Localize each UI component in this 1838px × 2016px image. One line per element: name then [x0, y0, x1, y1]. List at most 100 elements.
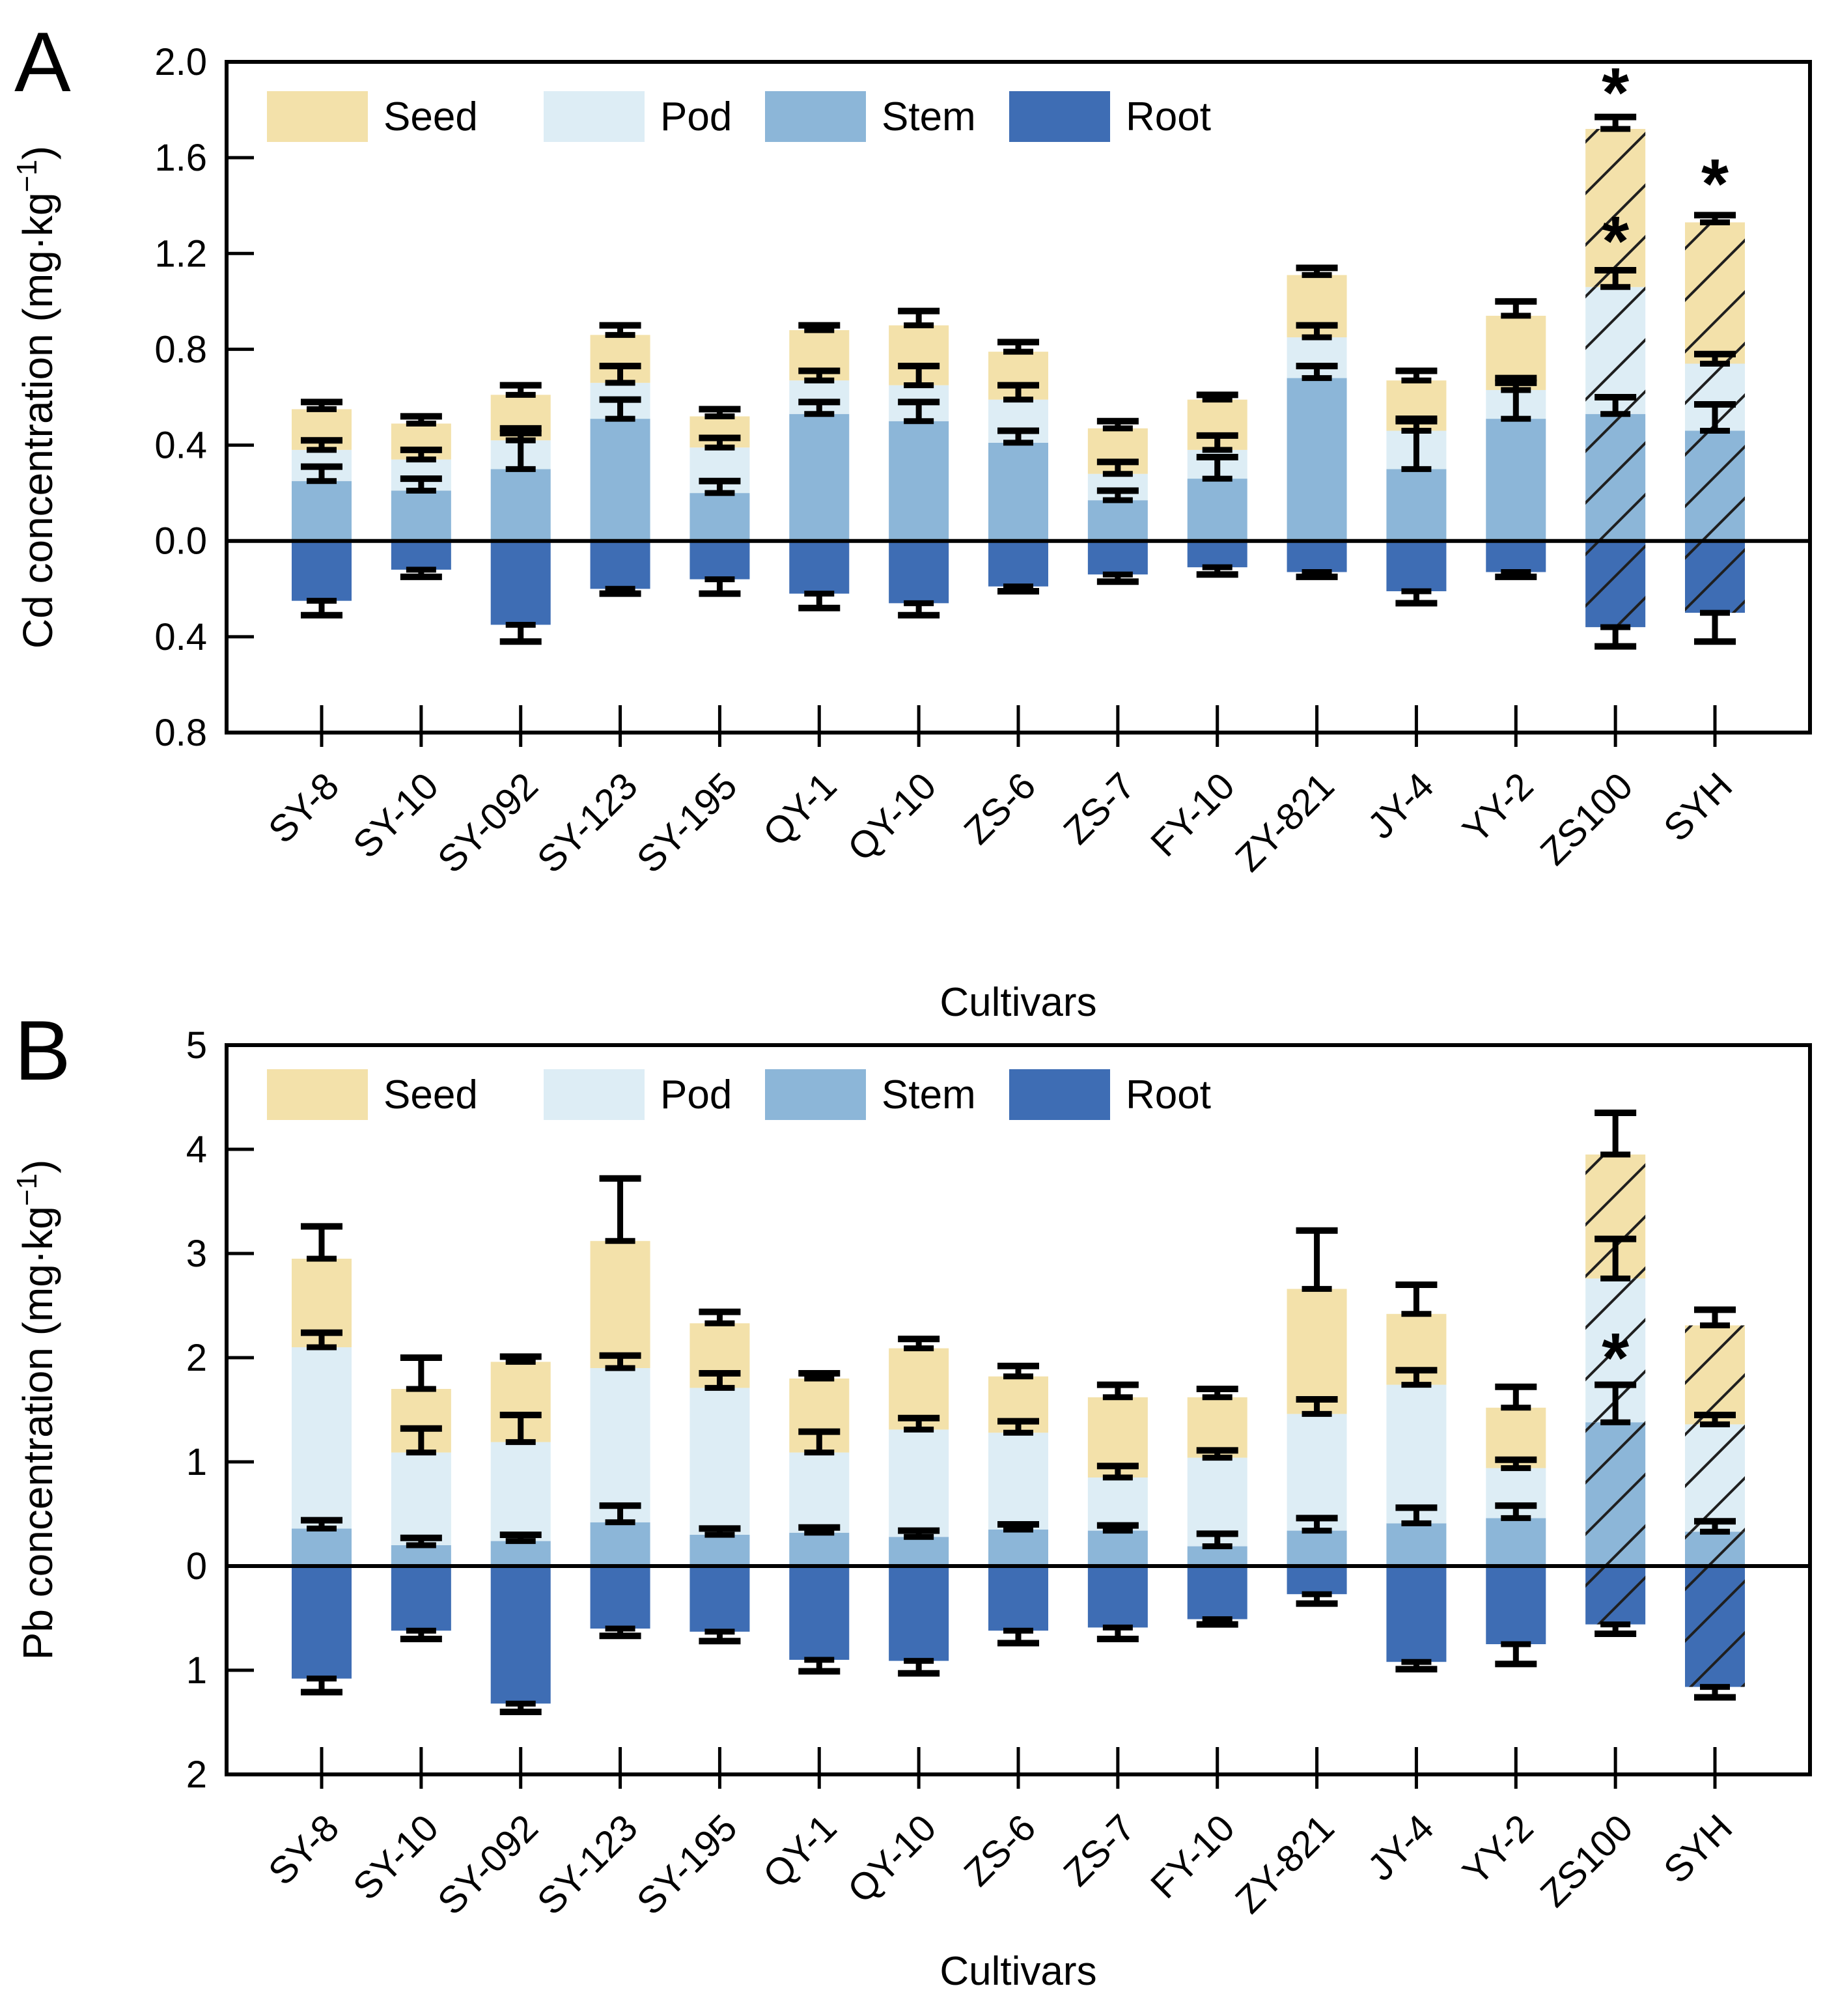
x-category-label: SYH	[1656, 764, 1740, 849]
x-category-label: QY-10	[840, 764, 945, 869]
legend-label-pod: Pod	[660, 94, 732, 139]
bar-segment-stem-QY-10	[889, 1537, 949, 1566]
x-category-label: ZY-821	[1227, 1806, 1343, 1922]
bar-segment-root-ZS-6	[988, 540, 1048, 587]
bar-segment-root-ZY-821	[1287, 540, 1347, 572]
y-tick-label: 0.8	[154, 328, 207, 371]
bar-segment-stem-SY-8	[292, 1528, 352, 1566]
significance-asterisk: *	[1602, 201, 1629, 280]
bar-segment-root-SY-195	[689, 1566, 750, 1632]
bar-segment-pod-QY-1	[789, 1452, 850, 1533]
bar-segment-root-SY-8	[292, 540, 352, 601]
bar-segment-stem-SY-8	[292, 481, 352, 541]
bar-segment-root-QY-10	[889, 1566, 949, 1661]
legend-label-stem: Stem	[882, 1072, 976, 1117]
bar-segment-pod-ZS-6	[988, 1433, 1048, 1530]
bar-segment-seed-ZY-821	[1287, 1289, 1347, 1414]
y-tick-label: 2	[186, 1754, 207, 1796]
y-axis-title: Pb concentration (mg·kg−1)	[11, 1160, 61, 1660]
x-category-label: QY-1	[755, 1806, 845, 1896]
panel-letter: B	[14, 1003, 71, 1098]
bar-segment-root-YY-2	[1486, 540, 1546, 572]
x-category-label: ZS-6	[956, 764, 1044, 852]
legend-label-stem: Stem	[882, 94, 976, 139]
bar-segment-pod-SY-195	[689, 1388, 750, 1535]
bar-segment-root-SY-10	[391, 540, 451, 570]
hatch-overlay	[1685, 1532, 1745, 1566]
legend-swatch-root	[1009, 1069, 1110, 1120]
bar-segment-root-JY-4	[1386, 1566, 1447, 1662]
bar-segment-stem-SY-123	[590, 419, 650, 541]
bar-segment-stem-ZS-6	[988, 442, 1048, 541]
bar-segment-root-SY-123	[590, 1566, 650, 1629]
x-category-label: SY-123	[529, 764, 646, 881]
legend-swatch-pod	[544, 91, 645, 142]
x-category-label: YY-2	[1455, 1806, 1541, 1893]
bar-segment-root-SY-092	[490, 540, 551, 625]
x-axis-title: Cultivars	[940, 980, 1096, 1025]
y-tick-label: 1.6	[154, 137, 207, 179]
hatch-overlay	[1585, 1566, 1646, 1625]
bar-segment-stem-SY-10	[391, 490, 451, 541]
x-category-label: ZS-7	[1055, 764, 1143, 852]
x-category-label: SY-123	[529, 1806, 646, 1923]
legend-swatch-seed	[267, 91, 368, 142]
significance-asterisk: *	[1602, 53, 1629, 132]
y-tick-label: 2.0	[154, 41, 207, 83]
panel-A: 2.01.61.20.80.40.00.40.8SY-8SY-10SY-092S…	[11, 14, 1812, 1025]
bar-segment-root-QY-1	[789, 1566, 850, 1660]
y-tick-label: 0.8	[154, 712, 207, 754]
hatch-overlay	[1685, 1424, 1745, 1532]
bar-segment-pod-JY-4	[1386, 1384, 1447, 1524]
bar-segment-root-FY-10	[1187, 540, 1247, 568]
bar-segment-stem-QY-1	[789, 1532, 850, 1566]
y-tick-label: 1	[186, 1649, 207, 1692]
legend-label-root: Root	[1126, 1072, 1211, 1117]
bar-segment-pod-SY-123	[590, 1368, 650, 1522]
bar-segment-root-ZS-7	[1087, 1566, 1148, 1628]
legend-label-root: Root	[1126, 94, 1211, 139]
x-category-label: ZY-821	[1227, 764, 1343, 880]
x-axis-title: Cultivars	[940, 1949, 1096, 1994]
bar-segment-root-SY-123	[590, 540, 650, 589]
hatch-overlay	[1585, 129, 1646, 287]
y-tick-label: 1	[186, 1441, 207, 1483]
legend-swatch-stem	[765, 1069, 866, 1120]
y-tick-label: 2	[186, 1337, 207, 1379]
hatch-overlay	[1685, 540, 1745, 613]
bar-segment-root-QY-1	[789, 540, 850, 594]
legend-label-pod: Pod	[660, 1072, 732, 1117]
x-category-label: SYH	[1656, 1806, 1740, 1891]
y-tick-label: 4	[186, 1128, 207, 1171]
x-category-label: SY-8	[260, 764, 347, 851]
bar-segment-root-QY-10	[889, 540, 949, 604]
x-category-label: SY-092	[430, 764, 546, 881]
bar-segment-stem-YY-2	[1486, 419, 1546, 541]
bar-segment-stem-FY-10	[1187, 1546, 1247, 1566]
bar-segment-root-FY-10	[1187, 1566, 1247, 1619]
bar-segment-root-SY-10	[391, 1566, 451, 1631]
x-category-label: ZS100	[1533, 764, 1641, 873]
y-axis-title: Cd concentration (mg·kg−1)	[11, 146, 61, 649]
legend-swatch-seed	[267, 1069, 368, 1120]
significance-asterisk: *	[1701, 144, 1729, 223]
x-category-label: ZS-6	[956, 1806, 1044, 1894]
legend-swatch-root	[1009, 91, 1110, 142]
bar-segment-pod-QY-10	[889, 1429, 949, 1537]
bar-segment-root-YY-2	[1486, 1566, 1546, 1644]
x-category-label: ZS100	[1533, 1806, 1641, 1915]
bar-segment-pod-SY-10	[391, 1452, 451, 1545]
x-category-label: SY-092	[430, 1806, 546, 1923]
hatch-overlay	[1585, 1422, 1646, 1566]
legend-label-seed: Seed	[383, 94, 478, 139]
bar-segment-stem-SY-195	[689, 1535, 750, 1566]
panel-letter: A	[14, 14, 71, 109]
legend-swatch-pod	[544, 1069, 645, 1120]
x-category-label: YY-2	[1455, 764, 1541, 851]
y-tick-label: 0.4	[154, 425, 207, 467]
bar-segment-stem-FY-10	[1187, 479, 1247, 541]
bar-segment-stem-SY-123	[590, 1522, 650, 1566]
legend-label-seed: Seed	[383, 1072, 478, 1117]
bar-segment-stem-QY-1	[789, 413, 850, 541]
